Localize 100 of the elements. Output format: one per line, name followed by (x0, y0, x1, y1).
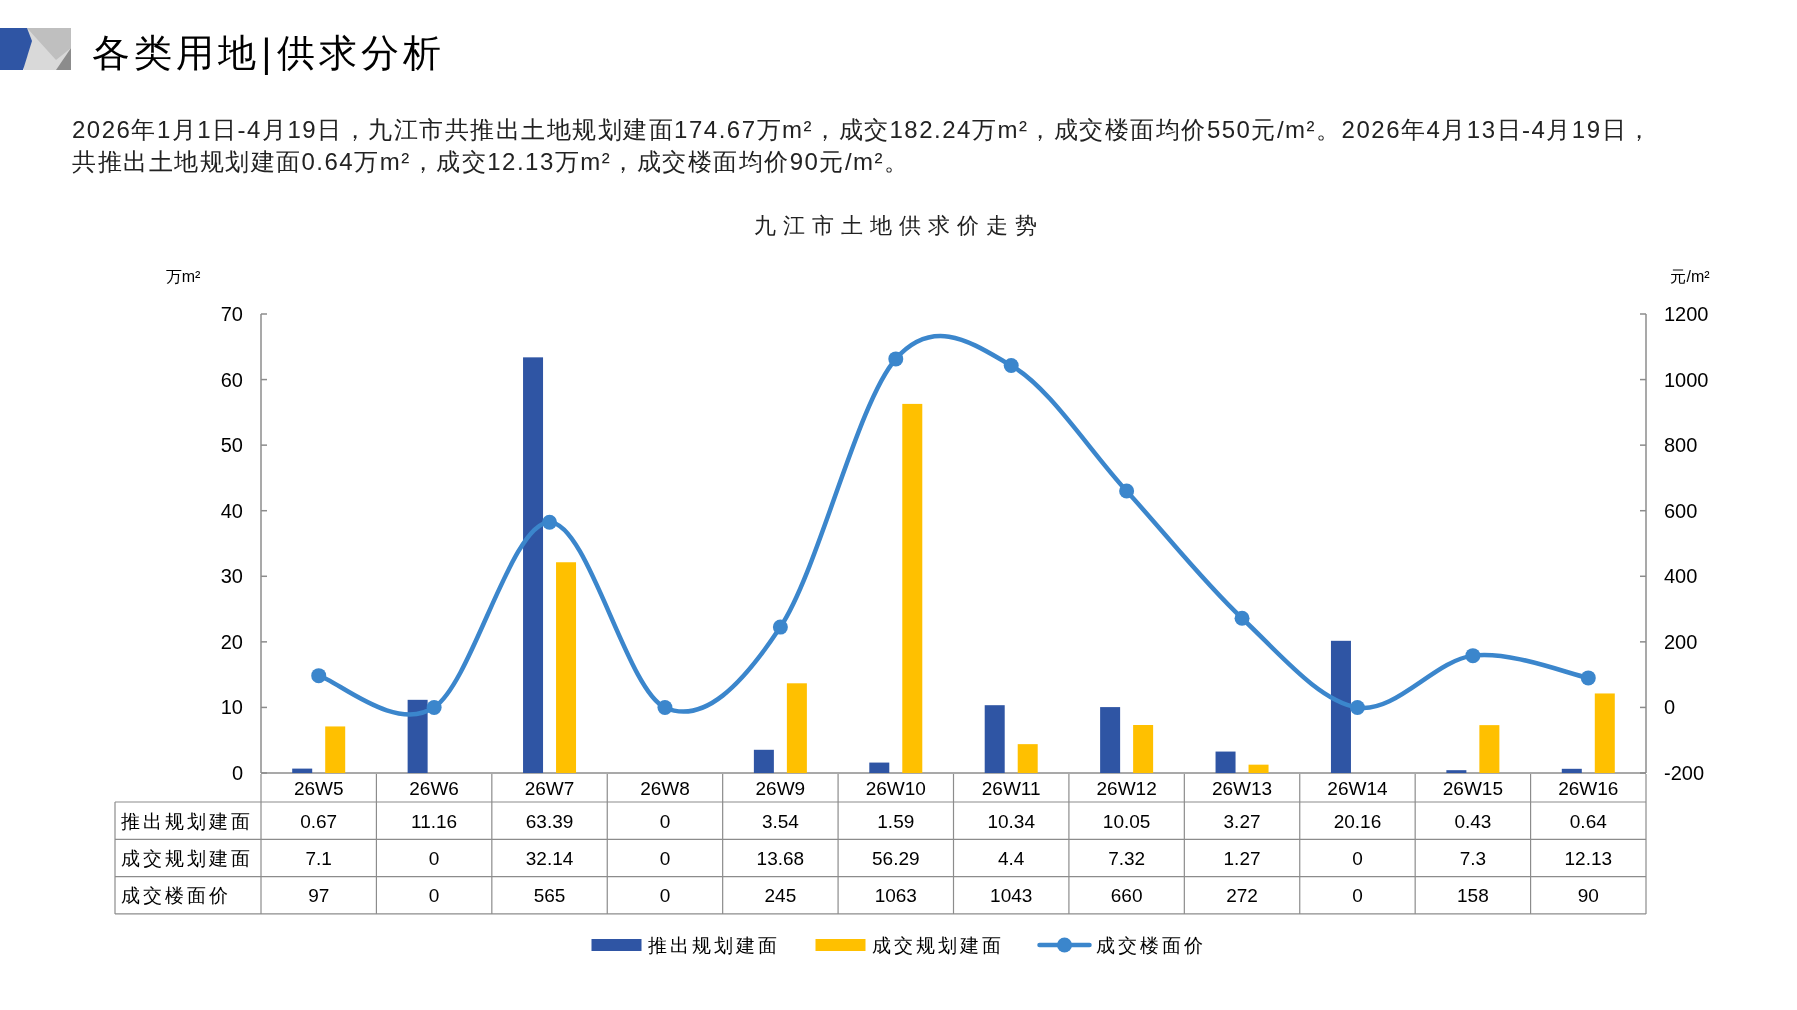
bar (325, 726, 346, 773)
y2-tick-label: 800 (1664, 434, 1698, 457)
data-label: 1.27 (1223, 847, 1261, 869)
y-tick-label: 20 (220, 630, 243, 653)
data-label: 0 (659, 847, 671, 869)
text: 各类用地|供求分析 (92, 31, 445, 75)
point (1465, 648, 1481, 664)
bar (1017, 744, 1038, 773)
point (1349, 699, 1365, 715)
y-tick-label: 60 (220, 368, 243, 391)
data-label: 0 (1352, 885, 1363, 907)
data-label: 1043 (990, 885, 1033, 907)
data-label: 32.14 (525, 847, 574, 869)
bar (1446, 770, 1467, 773)
x-tick-label: 26W8 (640, 778, 690, 799)
data-label: 0.67 (300, 810, 338, 832)
bar (1561, 768, 1582, 773)
x-tick-label: 26W16 (1558, 778, 1619, 799)
x-tick-label: 26W10 (865, 778, 926, 799)
bar (1330, 640, 1351, 773)
data-label: 158 (1457, 885, 1489, 907)
bar (292, 768, 313, 773)
data-label: 11.16 (411, 810, 458, 832)
data-label: 63.39 (525, 810, 574, 832)
data-label: 245 (764, 885, 797, 907)
data-label: 1063 (874, 885, 917, 907)
point (657, 699, 673, 715)
x-tick-label: 26W9 (755, 778, 806, 799)
data-label: 56.29 (872, 847, 920, 869)
text: 2026年1月1日-4月19日，九江市共推出土地规划建面174.67万m²，成交182.24万m²，成交楼面均价550元/m²。2026年4月13日-4月19日，共推出土地规划建面0.64万m²，成交12.13万m²，成交楼面均价90元/m²。 (72, 116, 1653, 175)
chart-title: 九江市土地供求价走势 (753, 213, 1044, 238)
data-label: 565 (533, 885, 566, 907)
data-label: 7.3 (1459, 847, 1487, 869)
y-tick-label: 10 (220, 696, 243, 719)
text: 成交楼面价 (121, 885, 231, 907)
point (772, 619, 788, 635)
text: 推出规划建面 (121, 810, 253, 832)
data-label: 12.13 (1564, 847, 1613, 869)
data-label: 0.43 (1454, 810, 1492, 832)
data-label: 1.59 (877, 810, 915, 832)
data-label: 0 (428, 847, 440, 869)
y2-tick-label: 200 (1664, 630, 1698, 653)
y-tick-label: 0 (231, 762, 243, 784)
point (426, 699, 442, 715)
data-label: 90 (1577, 885, 1599, 907)
bar (1248, 764, 1269, 773)
bar (753, 749, 774, 773)
data-label: 272 (1226, 885, 1258, 907)
y-axis-title: 万m² (165, 268, 201, 285)
data-label: 0.64 (1569, 810, 1608, 832)
y2-tick-label: 0 (1664, 696, 1676, 719)
legend-label: 成交规划建面 (871, 935, 1004, 956)
data-label: 0 (428, 885, 440, 907)
x-tick-label: 26W15 (1442, 778, 1503, 799)
y-tick-label: 50 (220, 434, 243, 457)
data-label: 97 (308, 885, 330, 907)
data-label: 3.27 (1223, 810, 1261, 832)
bar (556, 562, 577, 773)
y2-tick-label: 600 (1664, 499, 1698, 522)
data-label: 7.1 (305, 847, 332, 869)
point (1119, 483, 1135, 499)
data-label: 660 (1110, 885, 1143, 907)
y-tick-label: 30 (220, 565, 243, 588)
bar (984, 705, 1005, 773)
y2-axis-title: 元/m² (1670, 268, 1711, 285)
text: 成交规划建面 (121, 847, 253, 869)
y2-tick-label: 1000 (1664, 368, 1709, 391)
data-label: 20.16 (1333, 810, 1382, 832)
bar (407, 699, 428, 773)
point (888, 351, 904, 367)
legend-label: 推出规划建面 (647, 935, 780, 956)
y-tick-label: 40 (220, 499, 243, 522)
x-tick-label: 26W12 (1096, 778, 1157, 799)
bar (1133, 725, 1154, 773)
x-tick-label: 26W11 (981, 778, 1041, 799)
bar (902, 403, 923, 773)
point (542, 514, 558, 530)
data-label: 0 (659, 810, 671, 832)
point (1003, 357, 1019, 373)
x-tick-label: 26W7 (524, 778, 575, 799)
data-label: 0 (659, 885, 671, 907)
point (1580, 670, 1596, 686)
bar (869, 762, 890, 773)
data-label: 0 (1352, 847, 1363, 869)
x-tick-label: 26W5 (293, 778, 344, 799)
bar (1100, 707, 1121, 773)
y-tick-label: 70 (220, 303, 243, 325)
data-label: 10.34 (987, 810, 1036, 832)
data-label: 10.05 (1102, 810, 1151, 832)
point (1234, 610, 1250, 626)
data-label: 3.54 (761, 810, 800, 832)
data-label: 4.4 (998, 847, 1025, 869)
data-label: 7.32 (1108, 847, 1146, 869)
point (311, 668, 327, 684)
bar (1479, 725, 1500, 773)
legend-label: 成交楼面价 (1095, 935, 1206, 956)
y2-tick-label: 1200 (1664, 303, 1709, 325)
y2-tick-label: -200 (1664, 762, 1705, 784)
data-label: 13.68 (756, 847, 805, 869)
x-tick-label: 26W14 (1327, 778, 1388, 799)
